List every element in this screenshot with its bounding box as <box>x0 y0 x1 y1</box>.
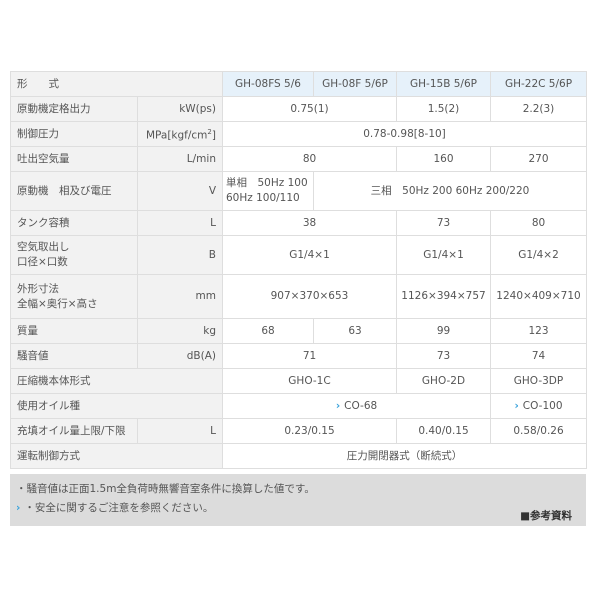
cell: 2.2(3) <box>490 96 587 122</box>
cell: GHO-2D <box>396 368 491 394</box>
table-row: 空気取出し口径×口数 B G1/4×1 G1/4×1 G1/4×2 <box>10 235 587 275</box>
table-row: 吐出空気量 L/min 80 160 270 <box>10 146 587 172</box>
row-label: 外形寸法全幅×奥行×高さ <box>10 274 138 319</box>
reference-label: ■参考資料 <box>520 510 572 522</box>
row-unit: L <box>137 418 223 444</box>
table-row: 充填オイル量上限/下限 L 0.23/0.15 0.40/0.15 0.58/0… <box>10 418 587 444</box>
cell: 0.58/0.26 <box>490 418 587 444</box>
model-header: GH-22C 5/6P <box>490 71 587 97</box>
cell: 68 <box>222 318 314 344</box>
cell: GHO-1C <box>222 368 397 394</box>
header-row: 形 式 GH-08FS 5/6 GH-08F 5/6P GH-15B 5/6P … <box>10 71 587 97</box>
table-row: 運転制御方式 圧力開閉器式（断続式） <box>10 443 587 469</box>
cell-line: 60Hz 100/110 <box>226 192 300 204</box>
cell: 0.23/0.15 <box>222 418 397 444</box>
cell: 0.75(1) <box>222 96 397 122</box>
cell: 単相 50Hz 100 60Hz 100/110 <box>222 171 314 211</box>
footnote-noise: ・騒音値は正面1.5m全負荷時無響音室条件に換算した値です。 <box>16 483 315 495</box>
table-row: 圧縮機本体形式 GHO-1C GHO-2D GHO-3DP <box>10 368 587 394</box>
cell: 1240×409×710 <box>490 274 587 319</box>
row-unit: kg <box>137 318 223 344</box>
label-line: 外形寸法 <box>17 282 59 295</box>
label-line: 空気取出し <box>17 241 70 253</box>
row-label: 充填オイル量上限/下限 <box>10 418 138 444</box>
row-label: 原動機定格出力 <box>10 96 138 122</box>
row-unit: L/min <box>137 146 223 172</box>
cell: 73 <box>396 343 491 369</box>
oil-link-co68[interactable]: › CO-68 <box>222 393 491 419</box>
row-unit: mm <box>137 274 223 319</box>
spec-table: 形 式 GH-08FS 5/6 GH-08F 5/6P GH-15B 5/6P … <box>10 71 587 469</box>
cell-line: 単相 50Hz 100 <box>226 177 308 189</box>
table-row: 制御圧力 MPa[kgf/cm2] 0.78-0.98[8-10] <box>10 121 587 147</box>
cell: 270 <box>490 146 587 172</box>
table-row: 原動機定格出力 kW(ps) 0.75(1) 1.5(2) 2.2(3) <box>10 96 587 122</box>
cell: G1/4×2 <box>490 235 587 275</box>
row-label: 圧縮機本体形式 <box>10 368 223 394</box>
cell: 1.5(2) <box>396 96 491 122</box>
table-footer: ・騒音値は正面1.5m全負荷時無響音室条件に換算した値です。 › ・安全に関するご… <box>10 474 586 526</box>
cell: 160 <box>396 146 491 172</box>
row-label: 空気取出し口径×口数 <box>10 235 138 275</box>
link-text[interactable]: ・安全に関するご注意を参照ください。 <box>24 502 214 514</box>
row-label: 騒音値 <box>10 343 138 369</box>
safety-link[interactable]: › ・安全に関するご注意を参照ください。 <box>16 500 213 515</box>
oil-link-co100[interactable]: › CO-100 <box>490 393 587 419</box>
model-header: GH-08F 5/6P <box>313 71 397 97</box>
table-row: 外形寸法全幅×奥行×高さ mm 907×370×653 1126×394×757… <box>10 274 587 319</box>
table-row: 使用オイル種 › CO-68 › CO-100 <box>10 393 587 419</box>
cell: 80 <box>490 210 587 236</box>
row-unit: MPa[kgf/cm2] <box>137 121 223 147</box>
row-label: 原動機 相及び電圧 <box>10 171 138 211</box>
cell: 71 <box>222 343 397 369</box>
link-text[interactable]: CO-68 <box>344 399 378 412</box>
cell: 907×370×653 <box>222 274 397 319</box>
table-row: 質量 kg 68 63 99 123 <box>10 318 587 344</box>
cell: 99 <box>396 318 491 344</box>
cell: 63 <box>313 318 397 344</box>
row-label: 吐出空気量 <box>10 146 138 172</box>
row-unit: B <box>137 235 223 275</box>
row-label: 質量 <box>10 318 138 344</box>
row-label: 制御圧力 <box>10 121 138 147</box>
model-header: GH-15B 5/6P <box>396 71 491 97</box>
chevron-right-icon: › <box>16 502 21 514</box>
unit-text: MPa[kgf/cm <box>145 129 208 142</box>
row-label: 運転制御方式 <box>10 443 223 469</box>
label-line: 口径×口数 <box>17 256 68 268</box>
table-row: 原動機 相及び電圧 V 単相 50Hz 100 60Hz 100/110 三相 5… <box>10 171 587 211</box>
cell: 1126×394×757 <box>396 274 491 319</box>
row-unit: V <box>137 171 223 211</box>
row-label: タンク容積 <box>10 210 138 236</box>
link-text[interactable]: CO-100 <box>522 399 563 412</box>
label-line: 全幅×奥行×高さ <box>17 297 98 310</box>
chevron-right-icon: › <box>514 399 519 412</box>
unit-text: ] <box>211 129 216 142</box>
cell: 74 <box>490 343 587 369</box>
row-label: 使用オイル種 <box>10 393 223 419</box>
cell: 0.40/0.15 <box>396 418 491 444</box>
table-row: 騒音値 dB(A) 71 73 74 <box>10 343 587 369</box>
row-unit: kW(ps) <box>137 96 223 122</box>
model-header: GH-08FS 5/6 <box>222 71 314 97</box>
cell: G1/4×1 <box>222 235 397 275</box>
cell: 0.78-0.98[8-10] <box>222 121 587 147</box>
cell: 圧力開閉器式（断続式） <box>222 443 587 469</box>
row-unit: L <box>137 210 223 236</box>
table-row: タンク容積 L 38 73 80 <box>10 210 587 236</box>
cell: 73 <box>396 210 491 236</box>
chevron-right-icon: › <box>335 399 341 412</box>
cell: GHO-3DP <box>490 368 587 394</box>
unit-sup: 2 <box>207 127 212 136</box>
model-label: 形 式 <box>10 71 223 97</box>
cell: 三相 50Hz 200 60Hz 200/220 <box>313 171 587 211</box>
cell: 80 <box>222 146 397 172</box>
cell: 123 <box>490 318 587 344</box>
cell: G1/4×1 <box>396 235 491 275</box>
row-unit: dB(A) <box>137 343 223 369</box>
cell: 38 <box>222 210 397 236</box>
